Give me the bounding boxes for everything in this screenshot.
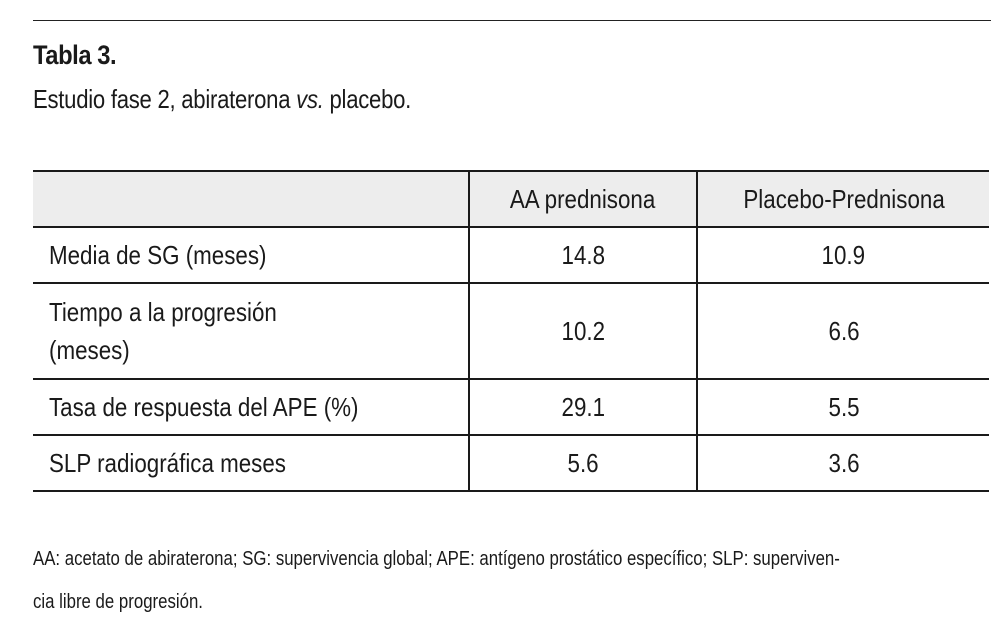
table-row: Tasa de respuesta del APE (%) 29.1 5.5: [33, 378, 989, 436]
cell-placebo: 6.6: [697, 282, 989, 380]
row-label-text: Media de SG (meses): [49, 240, 267, 270]
cell-aa-value: 29.1: [561, 391, 605, 422]
row-label: Tiempo a la progresión (meses): [33, 282, 470, 380]
cell-aa-value: 5.6: [567, 447, 599, 478]
footnote-line-2: cia libre de progresión.: [33, 591, 203, 613]
table-row: SLP radiográfica meses 5.6 3.6: [33, 434, 989, 492]
header-placebo-prednisona: Placebo-Prednisona: [697, 170, 989, 228]
row-label-text-line2: (meses): [49, 335, 130, 365]
footnote-line-1: AA: acetato de abiraterona; SG: superviv…: [33, 548, 840, 570]
cell-placebo-value: 10.9: [821, 239, 866, 270]
top-rule: [33, 20, 991, 21]
row-label: SLP radiográfica meses: [33, 434, 470, 492]
table-header-row: AA prednisona Placebo-Prednisona: [33, 170, 989, 228]
table-row: Tiempo a la progresión (meses) 10.2 6.6: [33, 282, 989, 380]
cell-placebo-value: 6.6: [828, 315, 860, 346]
row-label-text: SLP radiográfica meses: [49, 448, 286, 478]
table-row: Media de SG (meses) 14.8 10.9: [33, 226, 989, 284]
cell-placebo-value: 3.6: [828, 447, 860, 478]
table-footnote: AA: acetato de abiraterona; SG: superviv…: [33, 538, 957, 624]
cell-aa: 29.1: [468, 378, 699, 436]
subtitle-vs: vs.: [296, 84, 324, 114]
header-aa-prednisona: AA prednisona: [468, 170, 699, 228]
header-placebo-prednisona-label: Placebo-Prednisona: [742, 183, 945, 214]
subtitle-prefix: Estudio fase 2, abiraterona: [33, 84, 297, 114]
row-label: Media de SG (meses): [33, 226, 470, 284]
cell-placebo: 3.6: [697, 434, 989, 492]
cell-aa-value: 14.8: [561, 239, 605, 270]
cell-aa-value: 10.2: [561, 315, 605, 346]
row-label-text: Tiempo a la progresión: [49, 297, 277, 327]
cell-aa: 5.6: [468, 434, 699, 492]
row-label: Tasa de respuesta del APE (%): [33, 378, 470, 436]
cell-aa: 14.8: [468, 226, 699, 284]
header-empty-cell: [33, 170, 470, 228]
subtitle-suffix: placebo.: [323, 84, 412, 114]
table-title: Tabla 3.: [33, 40, 117, 70]
cell-aa: 10.2: [468, 282, 699, 380]
cell-placebo: 10.9: [697, 226, 989, 284]
table-subtitle: Estudio fase 2, abiraterona vs. placebo.: [33, 84, 411, 115]
results-table: AA prednisona Placebo-Prednisona Media d…: [33, 170, 989, 492]
cell-placebo-value: 5.5: [828, 391, 860, 422]
row-label-text: Tasa de respuesta del APE (%): [49, 392, 359, 422]
cell-placebo: 5.5: [697, 378, 989, 436]
header-aa-prednisona-label: AA prednisona: [510, 183, 656, 214]
